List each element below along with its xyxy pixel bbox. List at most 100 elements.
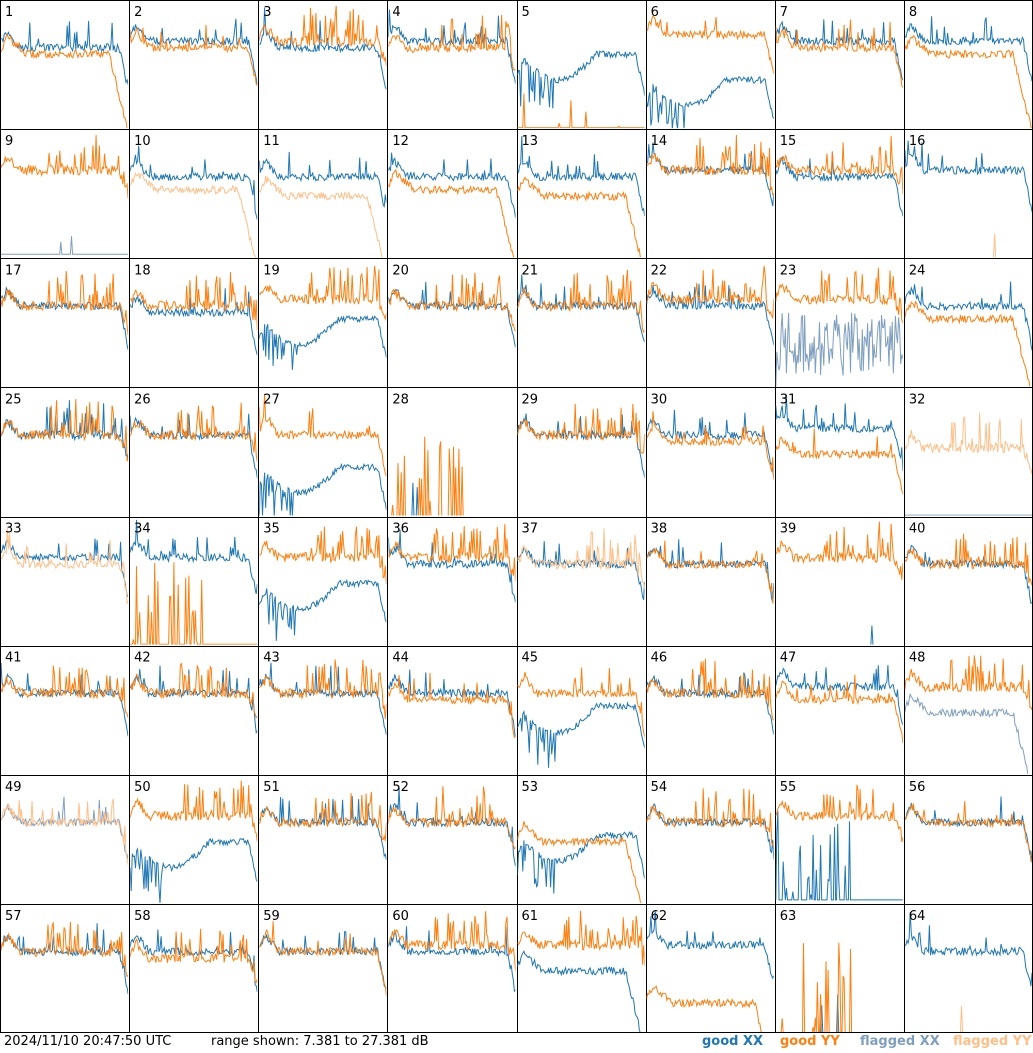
- tile-55: 55: [775, 780, 903, 901]
- trace-yy-55: [775, 784, 903, 843]
- tile-label-18: 18: [134, 263, 151, 278]
- tile-61: 61: [517, 909, 645, 1032]
- trace-xx-42: [130, 665, 258, 735]
- trace-xx-22: [646, 283, 774, 346]
- trace-xx-57: [1, 923, 129, 995]
- tile-33: 33: [1, 522, 129, 605]
- trace-yy-41: [1, 665, 129, 718]
- tile-60: 60: [388, 909, 516, 993]
- trace-xx-9: [1, 236, 129, 255]
- tile-label-6: 6: [651, 5, 659, 20]
- trace-yy-62: [646, 985, 763, 1032]
- legend-flagged-yy: flagged YY: [953, 1034, 1032, 1049]
- tile-57: 57: [1, 909, 129, 995]
- tile-34: 34: [130, 519, 258, 645]
- tile-label-3: 3: [263, 5, 271, 20]
- trace-xx-56: [904, 796, 1032, 863]
- tile-50: 50: [130, 780, 258, 903]
- trace-yy-26: [130, 402, 258, 462]
- trace-yy-39: [775, 521, 903, 580]
- tile-label-4: 4: [392, 5, 400, 20]
- tile-1: 1: [1, 5, 129, 129]
- tile-44: 44: [388, 651, 516, 738]
- trace-xx-18: [130, 288, 258, 356]
- tile-19: 19: [259, 263, 387, 370]
- tile-label-39: 39: [780, 522, 797, 537]
- tile-label-20: 20: [392, 263, 409, 278]
- trace-yy-33: [1, 528, 129, 605]
- tile-label-12: 12: [392, 134, 409, 149]
- tile-15: 15: [775, 134, 903, 217]
- range-text: range shown: 7.381 to 27.381 dB: [211, 1034, 429, 1049]
- trace-yy-56: [904, 801, 1032, 863]
- trace-yy-1: [1, 33, 128, 129]
- trace-yy-64: [959, 1006, 964, 1032]
- trace-xx-24: [904, 281, 1032, 351]
- trace-yy-38: [646, 540, 774, 604]
- trace-xx-12: [388, 152, 516, 218]
- trace-yy-22: [646, 265, 774, 320]
- tile-label-42: 42: [134, 651, 151, 666]
- trace-yy-34: [130, 562, 258, 645]
- trace-yy-29: [517, 403, 645, 455]
- tile-16: 16: [904, 134, 1032, 258]
- trace-yy-3: [259, 5, 387, 67]
- trace-xx-47: [775, 665, 903, 725]
- trace-xx-54: [646, 802, 774, 860]
- tile-32: 32: [904, 392, 1032, 516]
- trace-xx-26: [130, 413, 258, 479]
- trace-xx-13: [517, 136, 645, 217]
- tile-43: 43: [259, 651, 387, 736]
- legend-good-yy: good YY: [780, 1034, 840, 1049]
- tile-label-2: 2: [134, 5, 142, 20]
- tile-label-44: 44: [392, 651, 409, 666]
- tile-42: 42: [130, 651, 258, 735]
- tile-label-59: 59: [263, 909, 280, 924]
- tile-14: 14: [646, 134, 774, 207]
- trace-xx-28: [411, 482, 419, 516]
- trace-yy-43: [259, 659, 387, 719]
- tile-label-26: 26: [134, 392, 151, 407]
- tile-label-32: 32: [909, 392, 926, 407]
- trace-xx-44: [388, 669, 516, 738]
- tile-11: 11: [259, 134, 387, 258]
- tile-39: 39: [775, 521, 903, 645]
- trace-yy-59: [259, 921, 387, 996]
- trace-yy-36: [388, 524, 516, 581]
- trace-xx-61: [517, 950, 641, 1032]
- trace-yy-35: [259, 526, 387, 585]
- trace-xx-33: [1, 538, 129, 597]
- tile-label-64: 64: [909, 909, 926, 924]
- tile-36: 36: [388, 522, 516, 603]
- tile-label-19: 19: [263, 263, 280, 278]
- tile-label-58: 58: [134, 909, 151, 924]
- tile-label-36: 36: [392, 522, 409, 537]
- tile-label-55: 55: [780, 780, 797, 795]
- tile-27: 27: [259, 392, 387, 516]
- trace-xx-30: [646, 409, 774, 478]
- tile-label-16: 16: [909, 134, 926, 149]
- trace-xx-60: [388, 926, 516, 993]
- trace-xx-6: [646, 75, 774, 129]
- trace-xx-23: [775, 312, 903, 387]
- tile-label-33: 33: [5, 522, 22, 537]
- trace-yy-20: [388, 272, 516, 332]
- tile-label-11: 11: [263, 134, 280, 149]
- trace-xx-2: [130, 18, 258, 85]
- trace-yy-52: [388, 786, 516, 850]
- tile-30: 30: [646, 392, 774, 481]
- tile-52: 52: [388, 780, 516, 867]
- trace-xx-4: [388, 9, 516, 84]
- trace-xx-31: [775, 394, 903, 471]
- tile-51: 51: [259, 780, 387, 860]
- tile-label-1: 1: [5, 5, 13, 20]
- tile-3: 3: [259, 5, 387, 90]
- footer: 2024/11/10 20:47:50 UTC range shown: 7.3…: [0, 1033, 1033, 1053]
- trace-yy-10: [130, 172, 257, 258]
- trace-xx-62: [646, 910, 774, 980]
- tile-17: 17: [1, 263, 129, 350]
- tile-23: 23: [775, 263, 903, 387]
- tile-25: 25: [1, 392, 129, 462]
- tile-label-37: 37: [522, 522, 539, 537]
